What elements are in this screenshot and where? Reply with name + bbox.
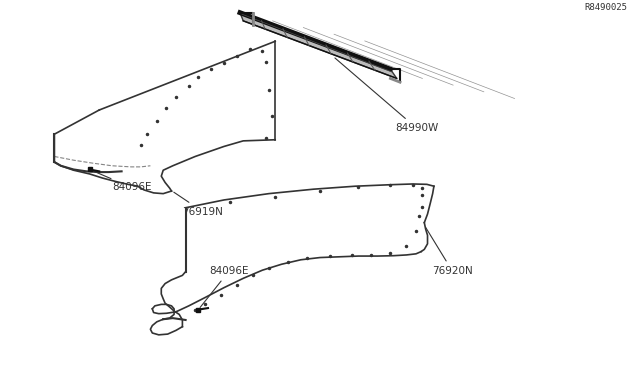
Text: R8490025: R8490025 <box>584 3 627 12</box>
Text: 84096E: 84096E <box>92 171 152 192</box>
Text: 84096E: 84096E <box>200 266 249 307</box>
Text: 76919N: 76919N <box>174 192 223 217</box>
Text: 84990W: 84990W <box>335 58 438 133</box>
Text: 76920N: 76920N <box>426 228 473 276</box>
Polygon shape <box>240 13 397 78</box>
